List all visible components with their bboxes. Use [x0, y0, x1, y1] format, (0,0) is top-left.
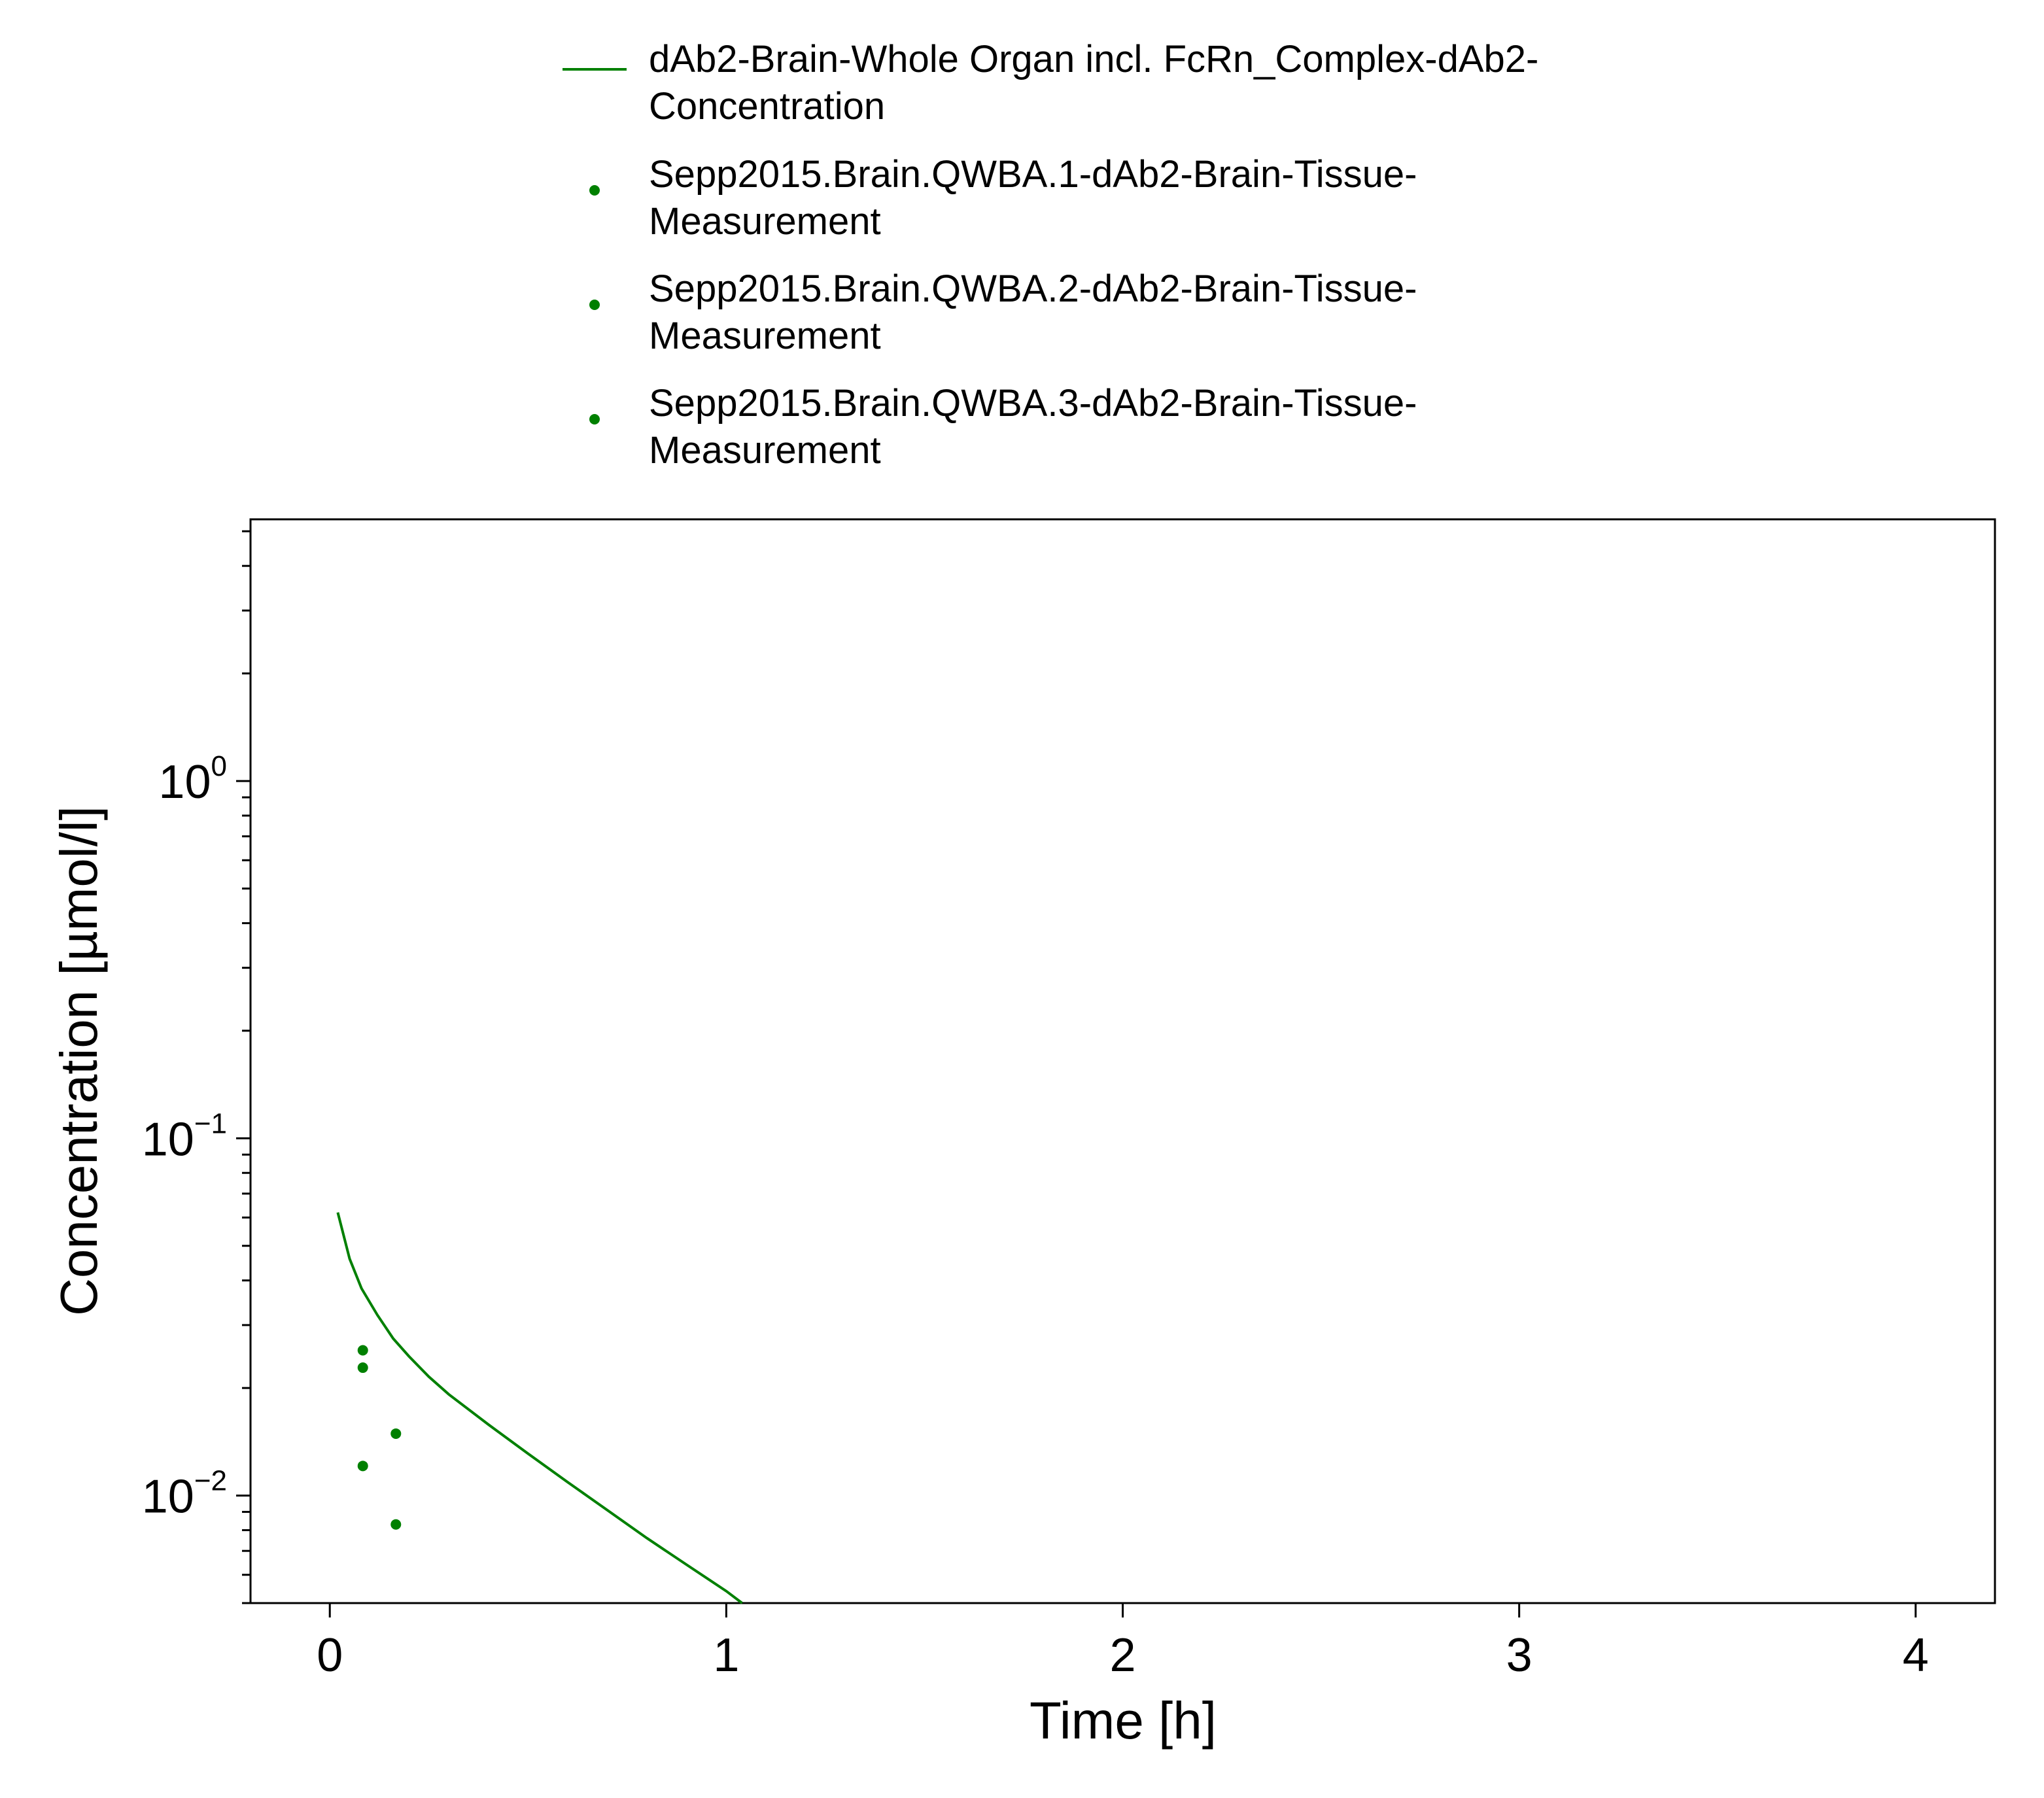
plot-series	[336, 1212, 743, 1604]
legend-label-line-2: Concentration	[649, 85, 885, 128]
y-tick-label: 100	[158, 750, 227, 808]
legend: dAb2-Brain-Whole Organ incl. FcRn_Comple…	[563, 38, 1538, 472]
legend-label-line-1: Sepp2015.Brain.QWBA.3-dAb2-Brain-Tissue-	[649, 382, 1417, 424]
data-point-qwba-3	[357, 1461, 368, 1472]
x-tick-label: 4	[1903, 1629, 1929, 1682]
y-axis: 100 10−1 10−2	[142, 530, 251, 1604]
x-tick-label: 1	[713, 1629, 739, 1682]
y-axis-title: Concentration [µmol/l]	[50, 806, 108, 1316]
x-tick-label: 2	[1109, 1629, 1135, 1682]
legend-label-line-2: Measurement	[649, 429, 881, 472]
y-tick-label: 10−2	[142, 1465, 227, 1523]
legend-label-line-1: Sepp2015.Brain.QWBA.1-dAb2-Brain-Tissue-	[649, 153, 1417, 196]
x-tick-label: 3	[1506, 1629, 1533, 1682]
x-axis-title: Time [h]	[1030, 1691, 1217, 1750]
legend-item-qwba-1: Sepp2015.Brain.QWBA.1-dAb2-Brain-Tissue-…	[589, 153, 1417, 243]
legend-item-qwba-3: Sepp2015.Brain.QWBA.3-dAb2-Brain-Tissue-…	[589, 382, 1417, 472]
x-tick-label: 0	[317, 1629, 343, 1682]
y-tick-label: 10−1	[142, 1107, 227, 1166]
data-point-qwba-2	[390, 1519, 402, 1530]
legend-label-line-1: Sepp2015.Brain.QWBA.2-dAb2-Brain-Tissue-	[649, 268, 1417, 310]
legend-marker-dot	[589, 185, 600, 196]
legend-label-line-2: Measurement	[649, 200, 881, 243]
legend-item-simulation: dAb2-Brain-Whole Organ incl. FcRn_Comple…	[563, 38, 1538, 128]
legend-label-line-1: dAb2-Brain-Whole Organ incl. FcRn_Comple…	[649, 38, 1538, 80]
legend-label-line-2: Measurement	[649, 315, 881, 357]
data-point-qwba-1	[357, 1345, 368, 1356]
series-line-simulation	[336, 1212, 743, 1604]
legend-marker-dot	[589, 414, 600, 424]
data-point-qwba-2	[357, 1362, 368, 1374]
legend-marker-dot	[589, 300, 600, 310]
legend-item-qwba-2: Sepp2015.Brain.QWBA.2-dAb2-Brain-Tissue-…	[589, 268, 1417, 357]
data-point-qwba-1	[390, 1428, 402, 1439]
x-axis: 0 1 2 3 4	[317, 1603, 1929, 1682]
